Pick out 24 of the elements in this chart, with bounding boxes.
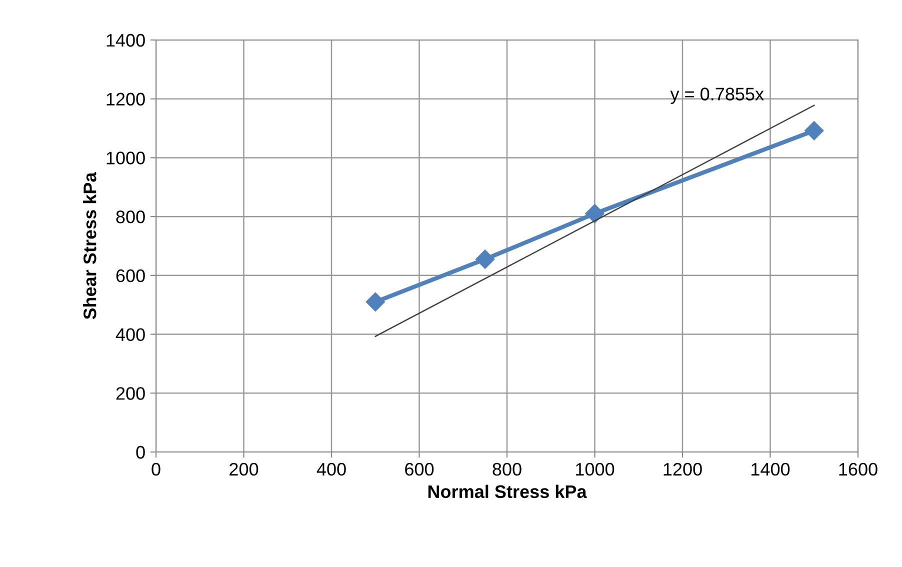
y-tick-label: 800 [116, 210, 145, 224]
x-tick-label: 200 [230, 462, 258, 476]
y-tick-label: 0 [136, 446, 145, 459]
point [366, 292, 385, 312]
y-tick-label: 400 [116, 328, 145, 342]
x-tick-label: 800 [492, 462, 522, 476]
x-tick-label: 600 [405, 462, 434, 476]
point [804, 121, 824, 140]
y-tick-label: 1400 [106, 34, 145, 47]
x-tick-label: 1600 [839, 462, 878, 476]
y-tick-label: 1200 [106, 92, 145, 106]
annotation: y = 0.7855x [670, 88, 764, 104]
y-tick-label: 600 [116, 269, 145, 282]
x-axis-title: Normal Stress kPa [428, 484, 587, 498]
x-tick-label: 1400 [752, 462, 790, 476]
x-tick-label: 1200 [664, 462, 702, 476]
y-tick-label: 200 [116, 387, 145, 400]
x-tick-label: 400 [316, 462, 346, 476]
point [476, 250, 495, 269]
y-tick-label: 1000 [106, 152, 145, 164]
y-axis-title: Shear Stress kPa [83, 172, 96, 320]
point [585, 204, 604, 224]
x-tick-label: 0 [152, 462, 160, 476]
x-tick-label: 1000 [576, 462, 614, 476]
